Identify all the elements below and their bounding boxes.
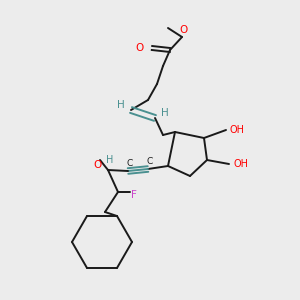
Text: OH: OH	[233, 159, 248, 169]
Text: O: O	[94, 160, 102, 170]
Text: H: H	[161, 108, 169, 118]
Text: O: O	[136, 43, 144, 53]
Text: F: F	[131, 190, 137, 200]
Text: H: H	[106, 155, 114, 165]
Text: H: H	[117, 100, 125, 110]
Text: C: C	[127, 158, 133, 167]
Text: OH: OH	[230, 125, 245, 135]
Text: C: C	[147, 157, 153, 166]
Text: O: O	[179, 25, 187, 35]
